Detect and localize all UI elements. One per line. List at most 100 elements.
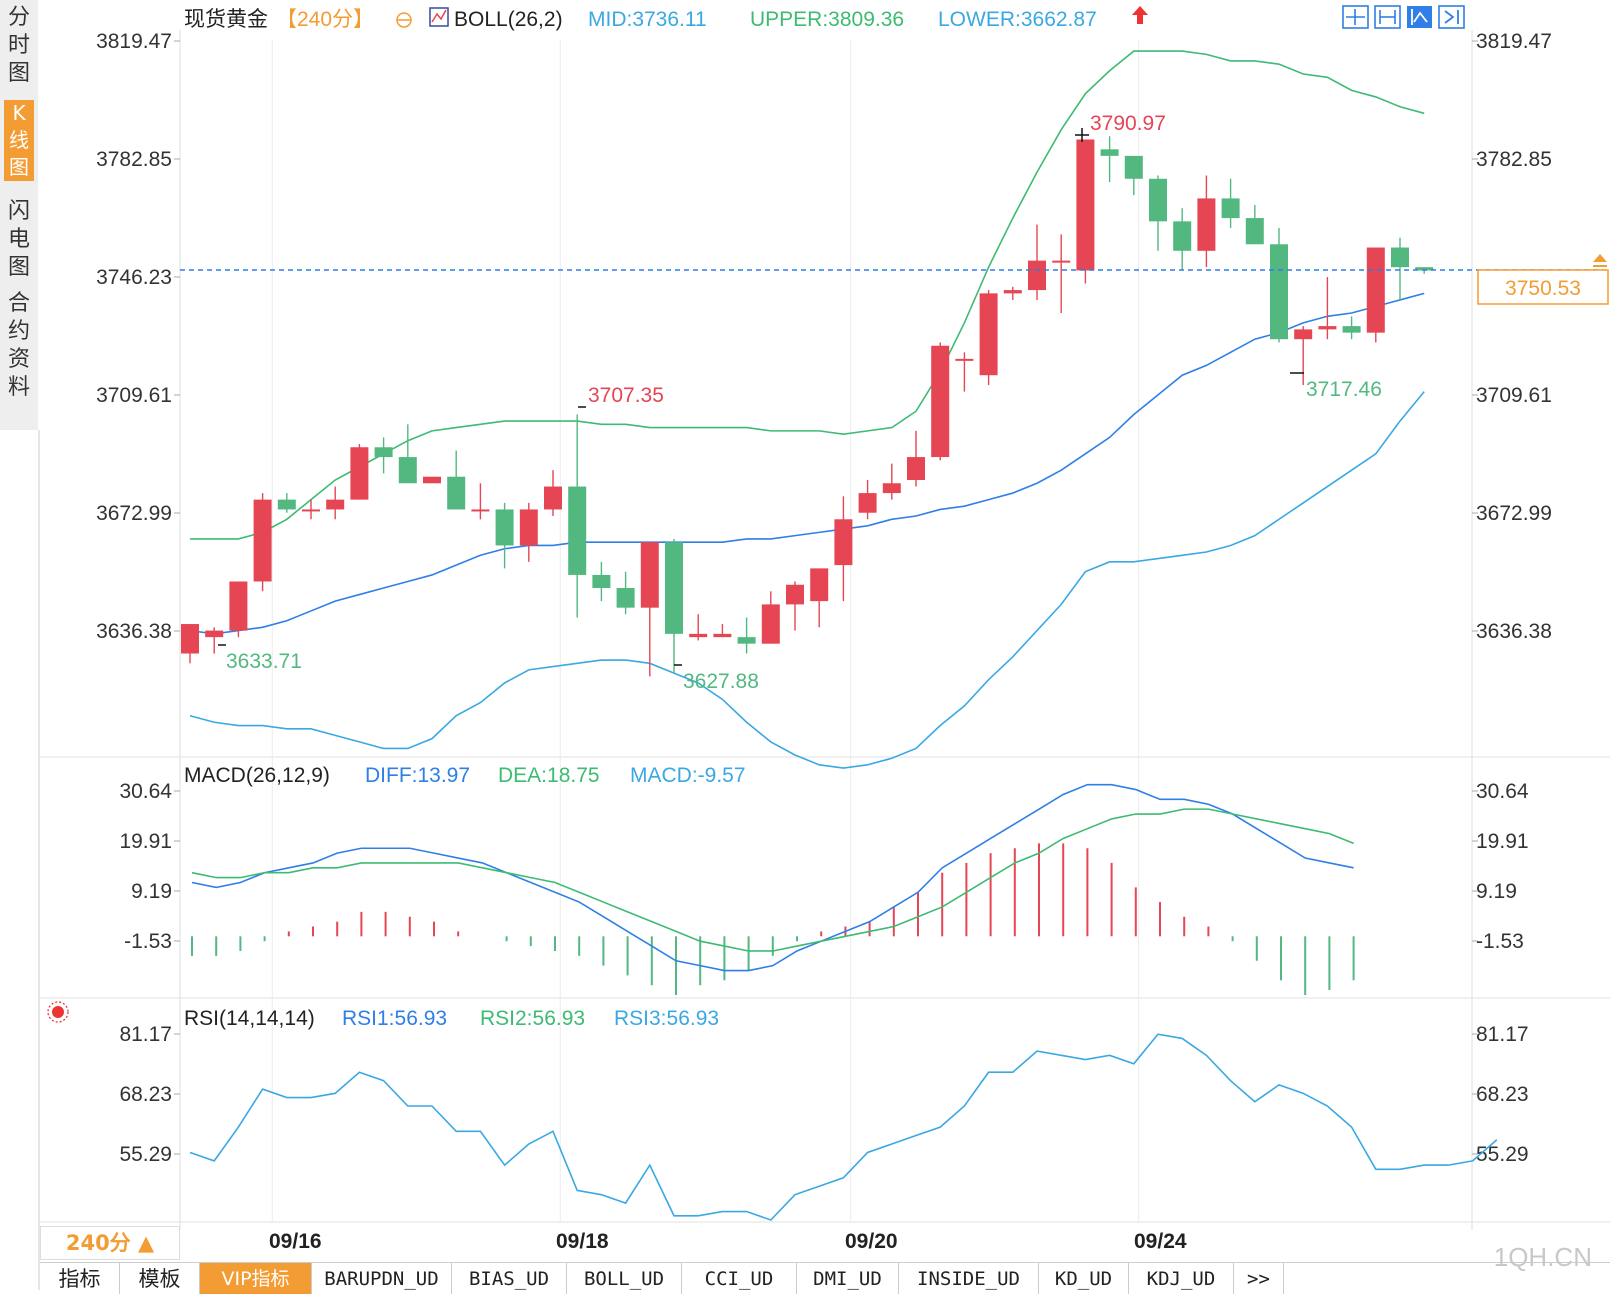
- candle-body: [326, 499, 345, 510]
- price-axis-right-5: 3672.99: [1476, 502, 1552, 525]
- candle-body: [1149, 178, 1167, 222]
- candle: [834, 496, 853, 602]
- price-up-arrow-icon: [1593, 254, 1607, 267]
- crosshair-icon[interactable]: [1342, 5, 1369, 29]
- candle: [786, 581, 804, 631]
- candle: [253, 493, 272, 592]
- candle-body: [374, 447, 393, 458]
- tab-kdj-ud[interactable]: KDJ_UD: [1129, 1263, 1234, 1294]
- scroll-start-icon[interactable]: [1407, 6, 1432, 28]
- current-price-box: [1477, 269, 1609, 305]
- candle-body: [519, 509, 538, 546]
- rsi-line: [189, 1033, 1498, 1221]
- arrow-up-icon[interactable]: [1132, 6, 1148, 24]
- tab-inside-ud[interactable]: INSIDE_UD: [899, 1263, 1039, 1294]
- tab-boll-ud[interactable]: BOLL_UD: [567, 1263, 682, 1294]
- candle: [568, 414, 587, 618]
- candle-body: [1028, 260, 1046, 291]
- candle: [761, 591, 780, 644]
- candle-body: [1245, 218, 1264, 245]
- compare-icon[interactable]: [396, 12, 412, 28]
- candle-body: [1294, 329, 1313, 340]
- tab-kd-ud[interactable]: KD_UD: [1039, 1263, 1129, 1294]
- candle: [374, 437, 393, 474]
- candle-body: [1173, 221, 1192, 251]
- tab-kline[interactable]: K线图: [4, 100, 34, 181]
- price-axis-right-4: 3709.61: [1476, 384, 1552, 407]
- boll-mid-line: [189, 292, 1425, 635]
- date-label-0924: 09/24: [1134, 1230, 1187, 1253]
- candle-body: [398, 457, 417, 484]
- macd-axis-left-1: 30.64: [119, 780, 172, 803]
- candle: [665, 538, 683, 674]
- candle: [1366, 247, 1385, 343]
- price-axis-left-2: 3782.85: [96, 148, 172, 171]
- candle-body: [1415, 267, 1434, 271]
- rsi-axis-right-3: 55.29: [1476, 1143, 1529, 1166]
- tab-flash-chart[interactable]: 闪电图: [7, 199, 30, 280]
- tab-indicators[interactable]: 指标: [40, 1263, 120, 1294]
- chart-canvas[interactable]: 现货黄金 【240分】 BOLL(26,2) MID:3736.11 UPPER…: [0, 0, 1610, 1262]
- macd-axis-right-3: 9.19: [1476, 880, 1517, 903]
- candle-body: [761, 604, 780, 644]
- candle-body: [1342, 326, 1361, 333]
- zoom-fit-icon[interactable]: [1374, 5, 1401, 29]
- tab-contract-info[interactable]: 合约资料: [7, 291, 30, 400]
- tab-bias-ud[interactable]: BIAS_UD: [452, 1263, 567, 1294]
- scroll-end-icon[interactable]: [1438, 5, 1465, 29]
- rsi-title: RSI(14,14,14): [184, 1007, 315, 1030]
- tab-dmi-ud[interactable]: DMI_UD: [797, 1263, 899, 1294]
- candle-body: [592, 574, 611, 589]
- price-axis-left-1: 3819.47: [96, 30, 172, 53]
- indicator-chart-icon[interactable]: [429, 7, 449, 27]
- candle: [931, 342, 950, 461]
- candle: [1149, 175, 1167, 251]
- current-price-label: 3750.53: [1505, 277, 1581, 300]
- high-annotation-1: 3707.35: [588, 384, 664, 407]
- candle: [519, 502, 538, 562]
- candle-body: [1052, 260, 1071, 263]
- candle-body: [471, 509, 490, 512]
- tab-cci-ud[interactable]: CCI_UD: [682, 1263, 797, 1294]
- boll-lower-value: LOWER:3662.87: [938, 8, 1097, 31]
- candle: [616, 571, 635, 615]
- settings-sun-icon[interactable]: [47, 1001, 69, 1023]
- macd-series: [191, 783, 1355, 995]
- candle-body: [665, 542, 683, 634]
- candlestick-series: [181, 136, 1434, 677]
- candle: [181, 624, 199, 664]
- tab-barupdn-ud[interactable]: BARUPDN_UD: [312, 1263, 452, 1294]
- rsi-axis-left-2: 68.23: [119, 1083, 172, 1106]
- tab-more[interactable]: >>: [1234, 1263, 1284, 1294]
- candle: [1124, 155, 1143, 196]
- candle-body: [1124, 155, 1143, 179]
- candle-body: [882, 483, 901, 494]
- candle-body: [181, 624, 199, 654]
- candle-body: [858, 493, 877, 513]
- low-annotation-2: 3627.88: [683, 670, 759, 693]
- tab-timeshare[interactable]: 分时图: [7, 5, 30, 86]
- period-selector[interactable]: 240分 ▲: [40, 1226, 180, 1260]
- candle-body: [1318, 326, 1337, 330]
- candle: [592, 561, 611, 602]
- candle-body: [979, 293, 998, 376]
- date-label-0918: 09/18: [556, 1230, 609, 1253]
- candle-body: [447, 476, 466, 510]
- boll-mid-value: MID:3736.11: [588, 8, 707, 31]
- date-label-0916: 09/16: [269, 1230, 322, 1253]
- candle: [350, 443, 369, 500]
- candle: [1391, 237, 1409, 300]
- candle: [1052, 234, 1071, 314]
- macd-title: MACD(26,12,9): [184, 764, 330, 787]
- candle-body: [568, 486, 587, 575]
- left-strip: [38, 430, 40, 1290]
- tab-templates[interactable]: 模板: [120, 1263, 200, 1294]
- candle-body: [544, 486, 562, 510]
- tab-vip-indicators[interactable]: VIP指标: [200, 1263, 312, 1294]
- price-axis-left-3: 3746.23: [96, 266, 172, 289]
- candle: [423, 476, 441, 484]
- candle: [277, 493, 296, 513]
- candle: [471, 483, 490, 520]
- boll-indicator-label: BOLL(26,2): [454, 8, 563, 31]
- candle-body: [277, 499, 296, 510]
